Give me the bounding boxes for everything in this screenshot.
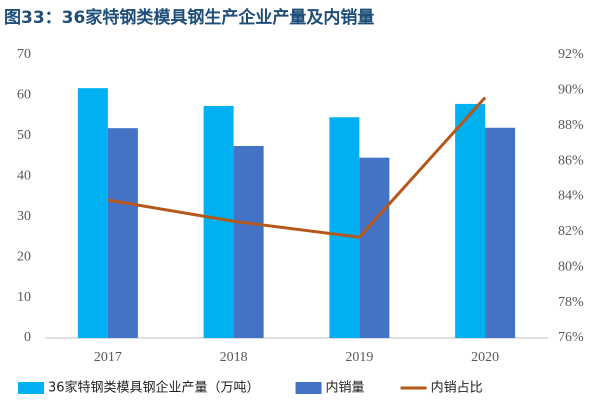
legend-label: 36家特钢类模具钢企业产量（万吨） — [48, 380, 260, 396]
bar — [455, 103, 486, 338]
x-tick-label: 2018 — [220, 350, 248, 365]
legend-swatch — [18, 382, 44, 394]
y-tick-label: 0 — [24, 330, 31, 345]
bar — [203, 105, 234, 338]
legend-swatch — [295, 382, 322, 394]
y2-tick-label: 88% — [558, 118, 584, 133]
y2-tick-label: 90% — [558, 83, 584, 98]
bar — [329, 117, 360, 338]
y-tick-label: 10 — [17, 290, 31, 305]
legend-label: 内销量 — [326, 380, 365, 396]
x-tick-label: 2020 — [471, 350, 499, 365]
bar — [359, 157, 390, 338]
y2-tick-label: 84% — [558, 189, 584, 204]
y-tick-label: 70 — [17, 47, 31, 62]
bar — [485, 127, 516, 339]
y2-tick-label: 86% — [558, 153, 584, 168]
legend-label: 内销占比 — [431, 380, 483, 396]
y-tick-label: 20 — [17, 249, 31, 264]
chart-title: 图33：36家特钢类模具钢生产企业产量及内销量 — [4, 7, 374, 28]
x-tick-label: 2017 — [94, 350, 122, 365]
y2-tick-label: 92% — [558, 47, 584, 62]
y-tick-label: 40 — [17, 169, 31, 184]
y-tick-label: 60 — [17, 88, 31, 103]
y-tick-label: 30 — [17, 209, 31, 224]
y2-tick-label: 76% — [558, 330, 584, 345]
y2-tick-label: 82% — [558, 224, 584, 239]
line — [107, 96, 487, 239]
y2-tick-label: 80% — [558, 259, 584, 274]
x-tick-label: 2019 — [345, 350, 373, 365]
bar — [77, 88, 108, 338]
bar — [233, 145, 264, 338]
y2-tick-label: 78% — [558, 295, 584, 310]
y-tick-label: 50 — [17, 128, 31, 143]
bar — [107, 128, 138, 338]
